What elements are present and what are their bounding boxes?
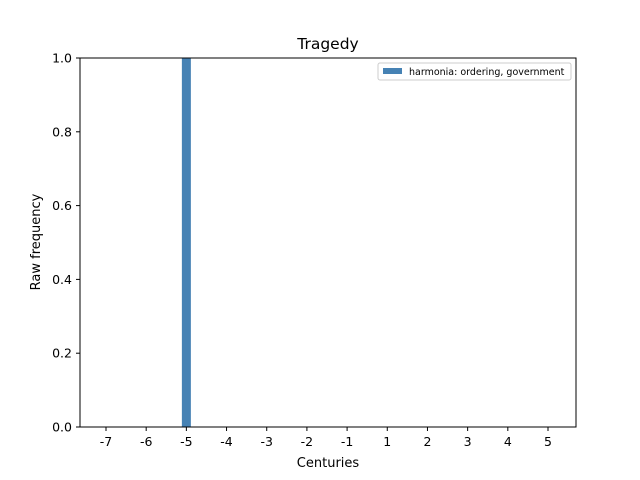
y-tick-label: 0.4 — [52, 272, 72, 287]
y-tick-label: 0.6 — [52, 198, 72, 213]
y-axis: 0.0 0.2 0.4 0.6 0.8 1.0 — [52, 51, 80, 435]
plot-frame — [79, 57, 577, 428]
legend-box — [377, 62, 572, 81]
x-tick-label: -2 — [301, 434, 313, 449]
x-tick-label: 1 — [383, 434, 391, 449]
x-tick-label: -3 — [260, 434, 272, 449]
x-tick-label: 3 — [464, 434, 472, 449]
x-tick-label: 2 — [423, 434, 431, 449]
x-tick-label: 5 — [544, 434, 552, 449]
y-tick-label: 0.8 — [52, 124, 72, 139]
x-tick-label: -5 — [180, 434, 192, 449]
chart-title: Tragedy — [296, 35, 358, 53]
x-tick-label: -4 — [220, 434, 233, 449]
legend: harmonia: ordering, government — [377, 62, 572, 81]
legend-label: harmonia: ordering, government — [409, 67, 565, 78]
legend-swatch — [383, 68, 402, 74]
y-tick-label: 0.2 — [52, 346, 72, 361]
x-axis-title: Centuries — [297, 456, 360, 471]
x-tick-label: -1 — [341, 434, 353, 449]
plot-area — [79, 57, 577, 428]
x-axis: -7 -6 -5 -4 -3 -2 -1 1 2 3 4 5 — [100, 427, 552, 449]
y-axis-title: Raw frequency — [29, 193, 44, 290]
bar--5 — [181, 58, 191, 427]
y-tick-label: 1.0 — [52, 51, 72, 66]
x-tick-label: 4 — [504, 434, 512, 449]
x-tick-label: -6 — [140, 434, 153, 449]
y-tick-label: 0.0 — [52, 420, 72, 435]
x-tick-label: -7 — [100, 434, 112, 449]
